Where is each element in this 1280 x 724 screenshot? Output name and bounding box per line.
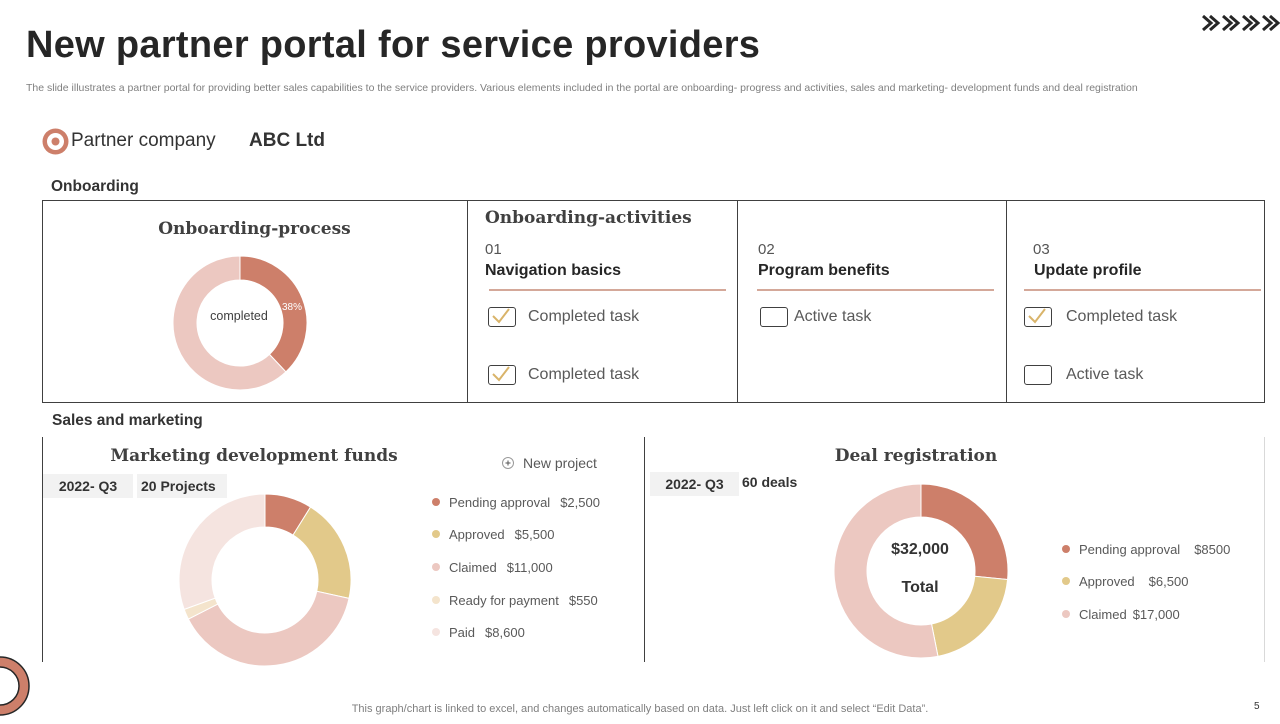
task-checkbox[interactable] [1024,365,1052,385]
plus-circle-icon [502,457,514,469]
task-checkbox[interactable] [488,307,516,327]
legend-value: $11,000 [506,560,553,575]
legend-item: Paid $8,600 [432,625,525,640]
divider [1264,437,1265,662]
donut-slice-paid [178,493,266,611]
legend-item: Claimed $17,000 [1062,607,1180,622]
onboarding-center-label: completed [210,309,268,323]
page-title: New partner portal for service providers [26,24,761,66]
legend-dot [432,498,440,506]
donut-slice-approved [292,506,352,599]
legend-item: Approved $5,500 [432,527,554,542]
legend-value: $550 [568,593,598,608]
legend-label: Claimed [1079,607,1127,622]
activity-title: Navigation basics [485,262,622,279]
new-project-button[interactable] [501,456,515,470]
activity-underline [1024,289,1261,291]
partner-icon [42,128,69,155]
legend-item: Ready for payment $550 [432,593,598,608]
legend-dot [1062,545,1070,553]
activity-number: 03 [1033,241,1050,258]
task-label: Completed task [528,366,640,383]
legend-label: Approved [1079,574,1135,589]
divider [467,200,468,403]
legend-value: $5,500 [514,527,555,542]
donut-slice-completed [239,255,308,373]
deal-registration-title: Deal registration [834,446,998,466]
legend-item: Claimed $11,000 [432,560,553,575]
activity-number: 02 [758,241,775,258]
donut-slice-claimed [187,590,350,667]
legend-value: $17,000 [1132,607,1180,622]
donut-slice-pending-approval [920,483,1009,581]
legend-item: Pending approval $8500 [1062,542,1230,557]
deals-period: 2022- Q3 [650,472,739,496]
task-label: Completed task [528,308,640,325]
divider [1006,200,1007,403]
task-label: Active task [1066,366,1144,383]
donut-slice-claimed [833,483,939,659]
onboarding-section-label: Onboarding [51,178,139,195]
deals-total-label: Total [901,579,939,596]
legend-value: $8,600 [485,625,525,640]
activity-title: Update profile [1034,262,1142,279]
onboarding-panel [42,200,1265,403]
deals-donut-chart [833,483,1009,659]
task-label: Active task [794,308,872,325]
divider [737,200,738,403]
task-checkbox[interactable] [760,307,788,327]
chevrons-icon [1202,14,1280,32]
legend-label: Claimed [449,560,497,575]
legend-item: Pending approval $2,500 [432,495,600,510]
task-label: Completed task [1066,308,1178,325]
legend-value: $2,500 [560,495,600,510]
legend-label: Pending approval [449,495,551,510]
activity-underline [757,289,994,291]
mdf-projects: 20 Projects [137,474,227,498]
legend-dot [432,596,440,604]
partner-name: ABC Ltd [249,130,325,151]
decorative-ring-icon [0,656,30,716]
legend-label: Approved [449,527,505,542]
onboarding-process-title: Onboarding-process [158,219,351,239]
task-checkbox[interactable] [1024,307,1052,327]
activity-underline [489,289,726,291]
legend-dot [1062,577,1070,585]
legend-dot [432,530,440,538]
donut-slice-remainder [172,255,287,391]
deals-count: 60 deals [742,474,798,490]
checkmark-icon [1028,308,1046,324]
legend-dot [432,628,440,636]
legend-label: Ready for payment [449,593,559,608]
legend-label: Paid [449,625,476,640]
legend-item: Approved $6,500 [1062,574,1188,589]
legend-dot [1062,610,1070,618]
legend-value: $6,500 [1148,574,1189,589]
onboarding-percent-label: 38% [282,302,303,313]
activity-title: Program benefits [758,262,890,279]
divider [42,437,43,662]
mdf-donut-chart [178,493,352,667]
checkmark-icon [492,366,510,382]
activity-number: 01 [485,241,502,258]
task-checkbox[interactable] [488,365,516,385]
footer-note: This graph/chart is linked to excel, and… [351,703,929,715]
new-project-label[interactable]: New project [523,455,597,471]
checkmark-icon [492,308,510,324]
mdf-period: 2022- Q3 [43,474,133,498]
sales-section-label: Sales and marketing [52,412,203,429]
page-subtitle: The slide illustrates a partner portal f… [26,82,1138,94]
deals-total-value: $32,000 [891,541,949,558]
legend-value: $8500 [1194,542,1231,557]
legend-label: Pending approval [1079,542,1181,557]
mdf-title: Marketing development funds [110,446,398,466]
legend-dot [432,563,440,571]
onboarding-donut-chart [172,255,308,391]
divider [644,437,645,662]
page-number: 5 [1254,701,1260,712]
partner-label: Partner company [71,130,216,151]
onboarding-activities-title: Onboarding-activities [485,208,692,228]
